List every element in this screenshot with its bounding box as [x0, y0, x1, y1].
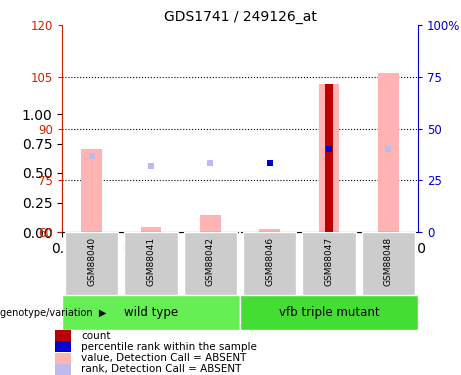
Text: GSM88047: GSM88047: [325, 237, 333, 286]
Text: GSM88040: GSM88040: [87, 237, 96, 286]
Bar: [200, 215, 221, 232]
Bar: [141, 227, 161, 232]
Bar: [361, 232, 415, 295]
Text: GSM88048: GSM88048: [384, 237, 393, 286]
Text: value, Detection Call = ABSENT: value, Detection Call = ABSENT: [81, 353, 247, 363]
Text: percentile rank within the sample: percentile rank within the sample: [81, 342, 257, 352]
Bar: [319, 84, 339, 232]
Bar: [65, 232, 118, 295]
Bar: [55, 330, 71, 341]
Text: genotype/variation  ▶: genotype/variation ▶: [0, 308, 107, 318]
Text: GSM88041: GSM88041: [147, 237, 155, 286]
Text: GSM88046: GSM88046: [265, 237, 274, 286]
Bar: [55, 342, 71, 352]
Bar: [55, 353, 71, 363]
Title: GDS1741 / 249126_at: GDS1741 / 249126_at: [164, 10, 316, 24]
Bar: [240, 295, 418, 330]
Bar: [124, 232, 177, 295]
Text: rank, Detection Call = ABSENT: rank, Detection Call = ABSENT: [81, 364, 242, 374]
Text: wild type: wild type: [124, 306, 178, 319]
Bar: [243, 232, 296, 295]
Text: GSM88042: GSM88042: [206, 237, 215, 286]
Bar: [62, 295, 240, 330]
Bar: [378, 73, 399, 232]
Bar: [81, 149, 102, 232]
Bar: [183, 232, 237, 295]
Text: count: count: [81, 331, 111, 340]
Text: vfb triple mutant: vfb triple mutant: [279, 306, 379, 319]
Bar: [325, 84, 333, 232]
Bar: [55, 364, 71, 375]
Bar: [302, 232, 356, 295]
Bar: [259, 228, 280, 232]
